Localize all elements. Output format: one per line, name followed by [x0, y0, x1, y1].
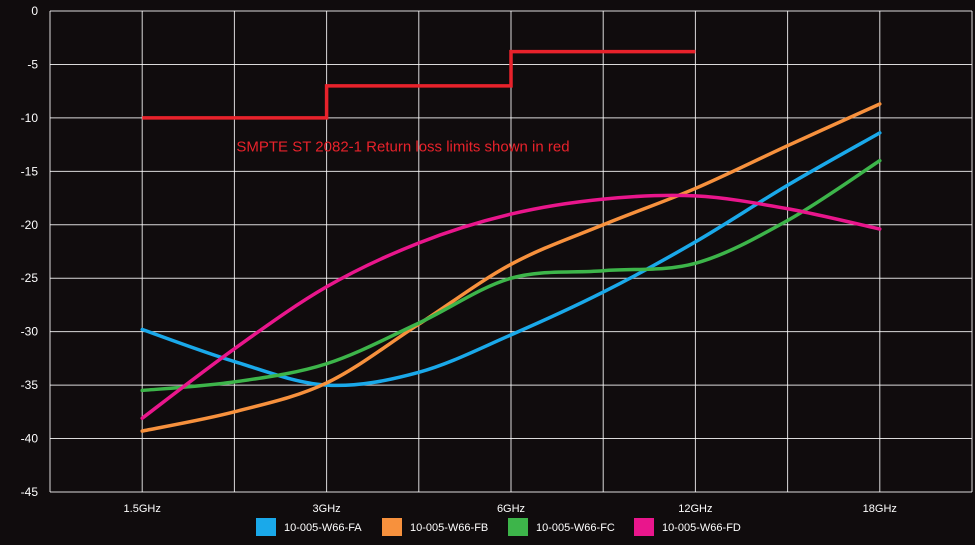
legend: 10-005-W66-FA 10-005-W66-FB 10-005-W66-FC 1… — [256, 518, 741, 536]
limit-step-line — [142, 49, 696, 120]
series-line-3 — [140, 158, 882, 393]
series-line-2 — [140, 102, 882, 433]
x-tick-label: 6GHz — [497, 503, 525, 515]
series-lines — [140, 102, 882, 433]
series-line-1 — [140, 131, 882, 388]
legend-swatch-1 — [256, 518, 276, 536]
legend-label-2: 10-005-W66-FB — [410, 522, 488, 534]
y-tick-label: -15 — [21, 164, 39, 178]
x-tick-label: 18GHz — [863, 503, 897, 515]
limit-annotation: SMPTE ST 2082-1 Return loss limits shown… — [236, 139, 569, 156]
y-axis-tick-labels: 0 -5 -10 -15 -20 -25 -30 -35 -40 -45 — [21, 4, 39, 499]
legend-swatch-2 — [382, 518, 402, 536]
legend-label-3: 10-005-W66-FC — [536, 522, 615, 534]
legend-swatch-4 — [634, 518, 654, 536]
y-tick-label: -10 — [21, 111, 39, 125]
y-tick-label: -25 — [21, 271, 39, 285]
legend-label-4: 10-005-W66-FD — [662, 522, 741, 534]
limit-line — [142, 49, 696, 120]
y-tick-label: -5 — [27, 57, 38, 71]
legend-swatch-3 — [508, 518, 528, 536]
y-tick-label: -40 — [21, 432, 39, 446]
x-tick-label: 12GHz — [678, 503, 712, 515]
series-line-4 — [140, 193, 882, 420]
y-tick-label: -20 — [21, 218, 39, 232]
y-tick-label: -35 — [21, 378, 39, 392]
y-tick-label: -45 — [21, 485, 39, 499]
y-tick-label: -30 — [21, 325, 39, 339]
legend-label-1: 10-005-W66-FA — [284, 522, 362, 534]
y-tick-label: 0 — [31, 4, 38, 18]
x-tick-label: 1.5GHz — [124, 503, 161, 515]
x-axis-tick-labels: 1.5GHz 3GHz 6GHz 12GHz 18GHz — [124, 503, 897, 515]
x-tick-label: 3GHz — [313, 503, 341, 515]
